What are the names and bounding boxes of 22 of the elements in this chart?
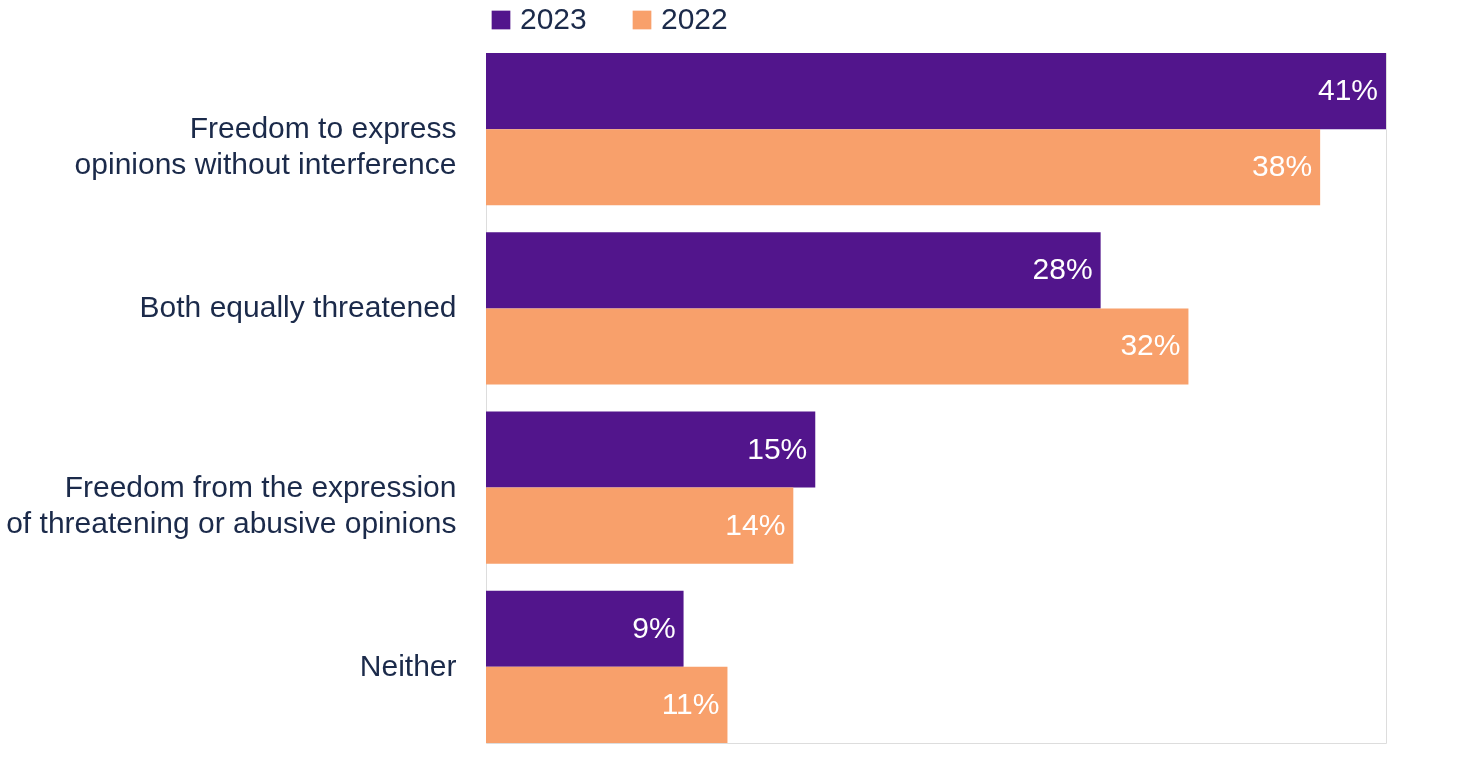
bar xyxy=(486,487,794,564)
bar xyxy=(486,308,1189,385)
y-tick-label: Both equally threatened xyxy=(139,290,457,324)
data-label: 32% xyxy=(1120,328,1181,362)
bar xyxy=(486,129,1321,206)
bar xyxy=(486,666,728,743)
data-label: 11% xyxy=(661,686,720,720)
data-label: 14% xyxy=(725,507,786,541)
bar xyxy=(486,232,1101,309)
bar xyxy=(486,53,1386,130)
data-label: 41% xyxy=(1317,73,1378,107)
y-tick-label: Neither xyxy=(359,648,457,682)
data-label: 15% xyxy=(747,431,808,465)
bar xyxy=(486,590,684,667)
bar xyxy=(486,411,816,488)
y-tick-label: Freedom to express opinions without interference xyxy=(74,111,457,181)
data-label: 28% xyxy=(1032,252,1093,286)
legend-label: 2023 xyxy=(520,2,587,35)
data-label: 38% xyxy=(1252,149,1313,183)
legend-label: 2022 xyxy=(661,2,728,35)
y-tick-label: Freedom from the expression of threatening or abusive opinions xyxy=(6,469,457,539)
data-label: 9% xyxy=(632,610,676,644)
